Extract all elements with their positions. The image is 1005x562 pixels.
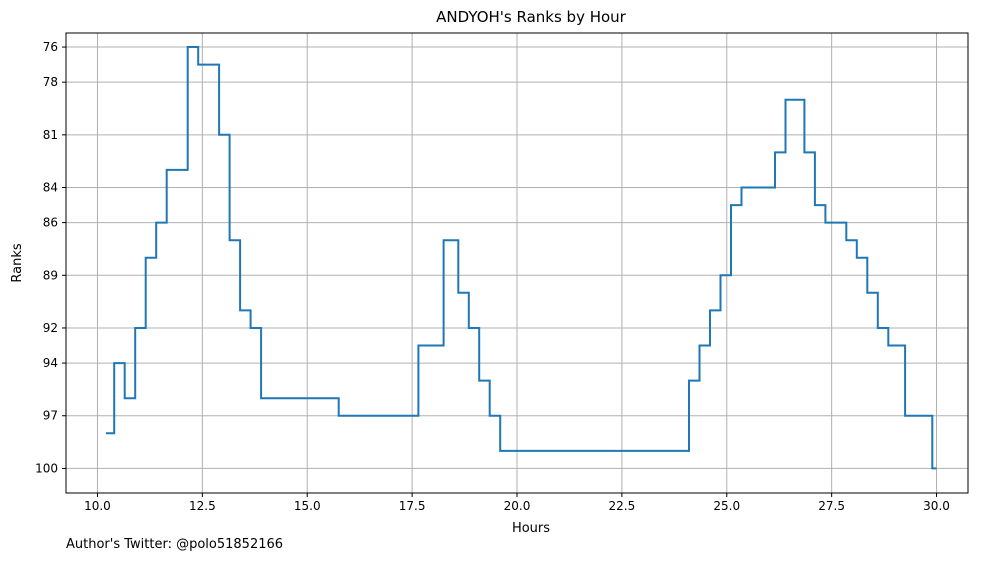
y-tick-label: 81 <box>43 128 58 142</box>
y-axis-label: Ranks <box>10 243 25 282</box>
x-tick-label: 15.0 <box>294 499 321 513</box>
chart-title: ANDYOH's Ranks by Hour <box>436 8 627 26</box>
y-tick-label: 97 <box>43 409 58 423</box>
y-tick-label: 92 <box>43 321 58 335</box>
y-tick-label: 89 <box>43 268 58 282</box>
grid-lines <box>66 33 968 493</box>
author-twitter-note: Author's Twitter: @polo51852166 <box>66 537 284 552</box>
x-tick-label: 17.5 <box>399 499 426 513</box>
x-axis-label: Hours <box>512 521 550 536</box>
y-tick-label: 100 <box>35 461 58 475</box>
x-tick-label: 20.0 <box>504 499 531 513</box>
y-tick-label: 84 <box>43 181 58 195</box>
x-tick-label: 12.5 <box>189 499 216 513</box>
rank-series-line <box>105 46 937 470</box>
y-tick-label: 94 <box>43 356 58 370</box>
x-tick-label: 27.5 <box>818 499 845 513</box>
x-tick-label: 25.0 <box>713 499 740 513</box>
x-tick-label: 30.0 <box>923 499 950 513</box>
y-tick-label: 86 <box>43 216 58 230</box>
y-axis-ticks: 76 78 81 84 86 89 92 94 97 100 <box>35 40 66 475</box>
x-tick-label: 10.0 <box>84 499 111 513</box>
y-tick-label: 76 <box>43 40 58 54</box>
y-tick-label: 78 <box>43 75 58 89</box>
series-line-layer <box>105 46 937 470</box>
x-axis-ticks: 10.0 12.5 15.0 17.5 20.0 22.5 25.0 27.5 30.0 <box>84 493 950 513</box>
x-tick-label: 22.5 <box>609 499 636 513</box>
